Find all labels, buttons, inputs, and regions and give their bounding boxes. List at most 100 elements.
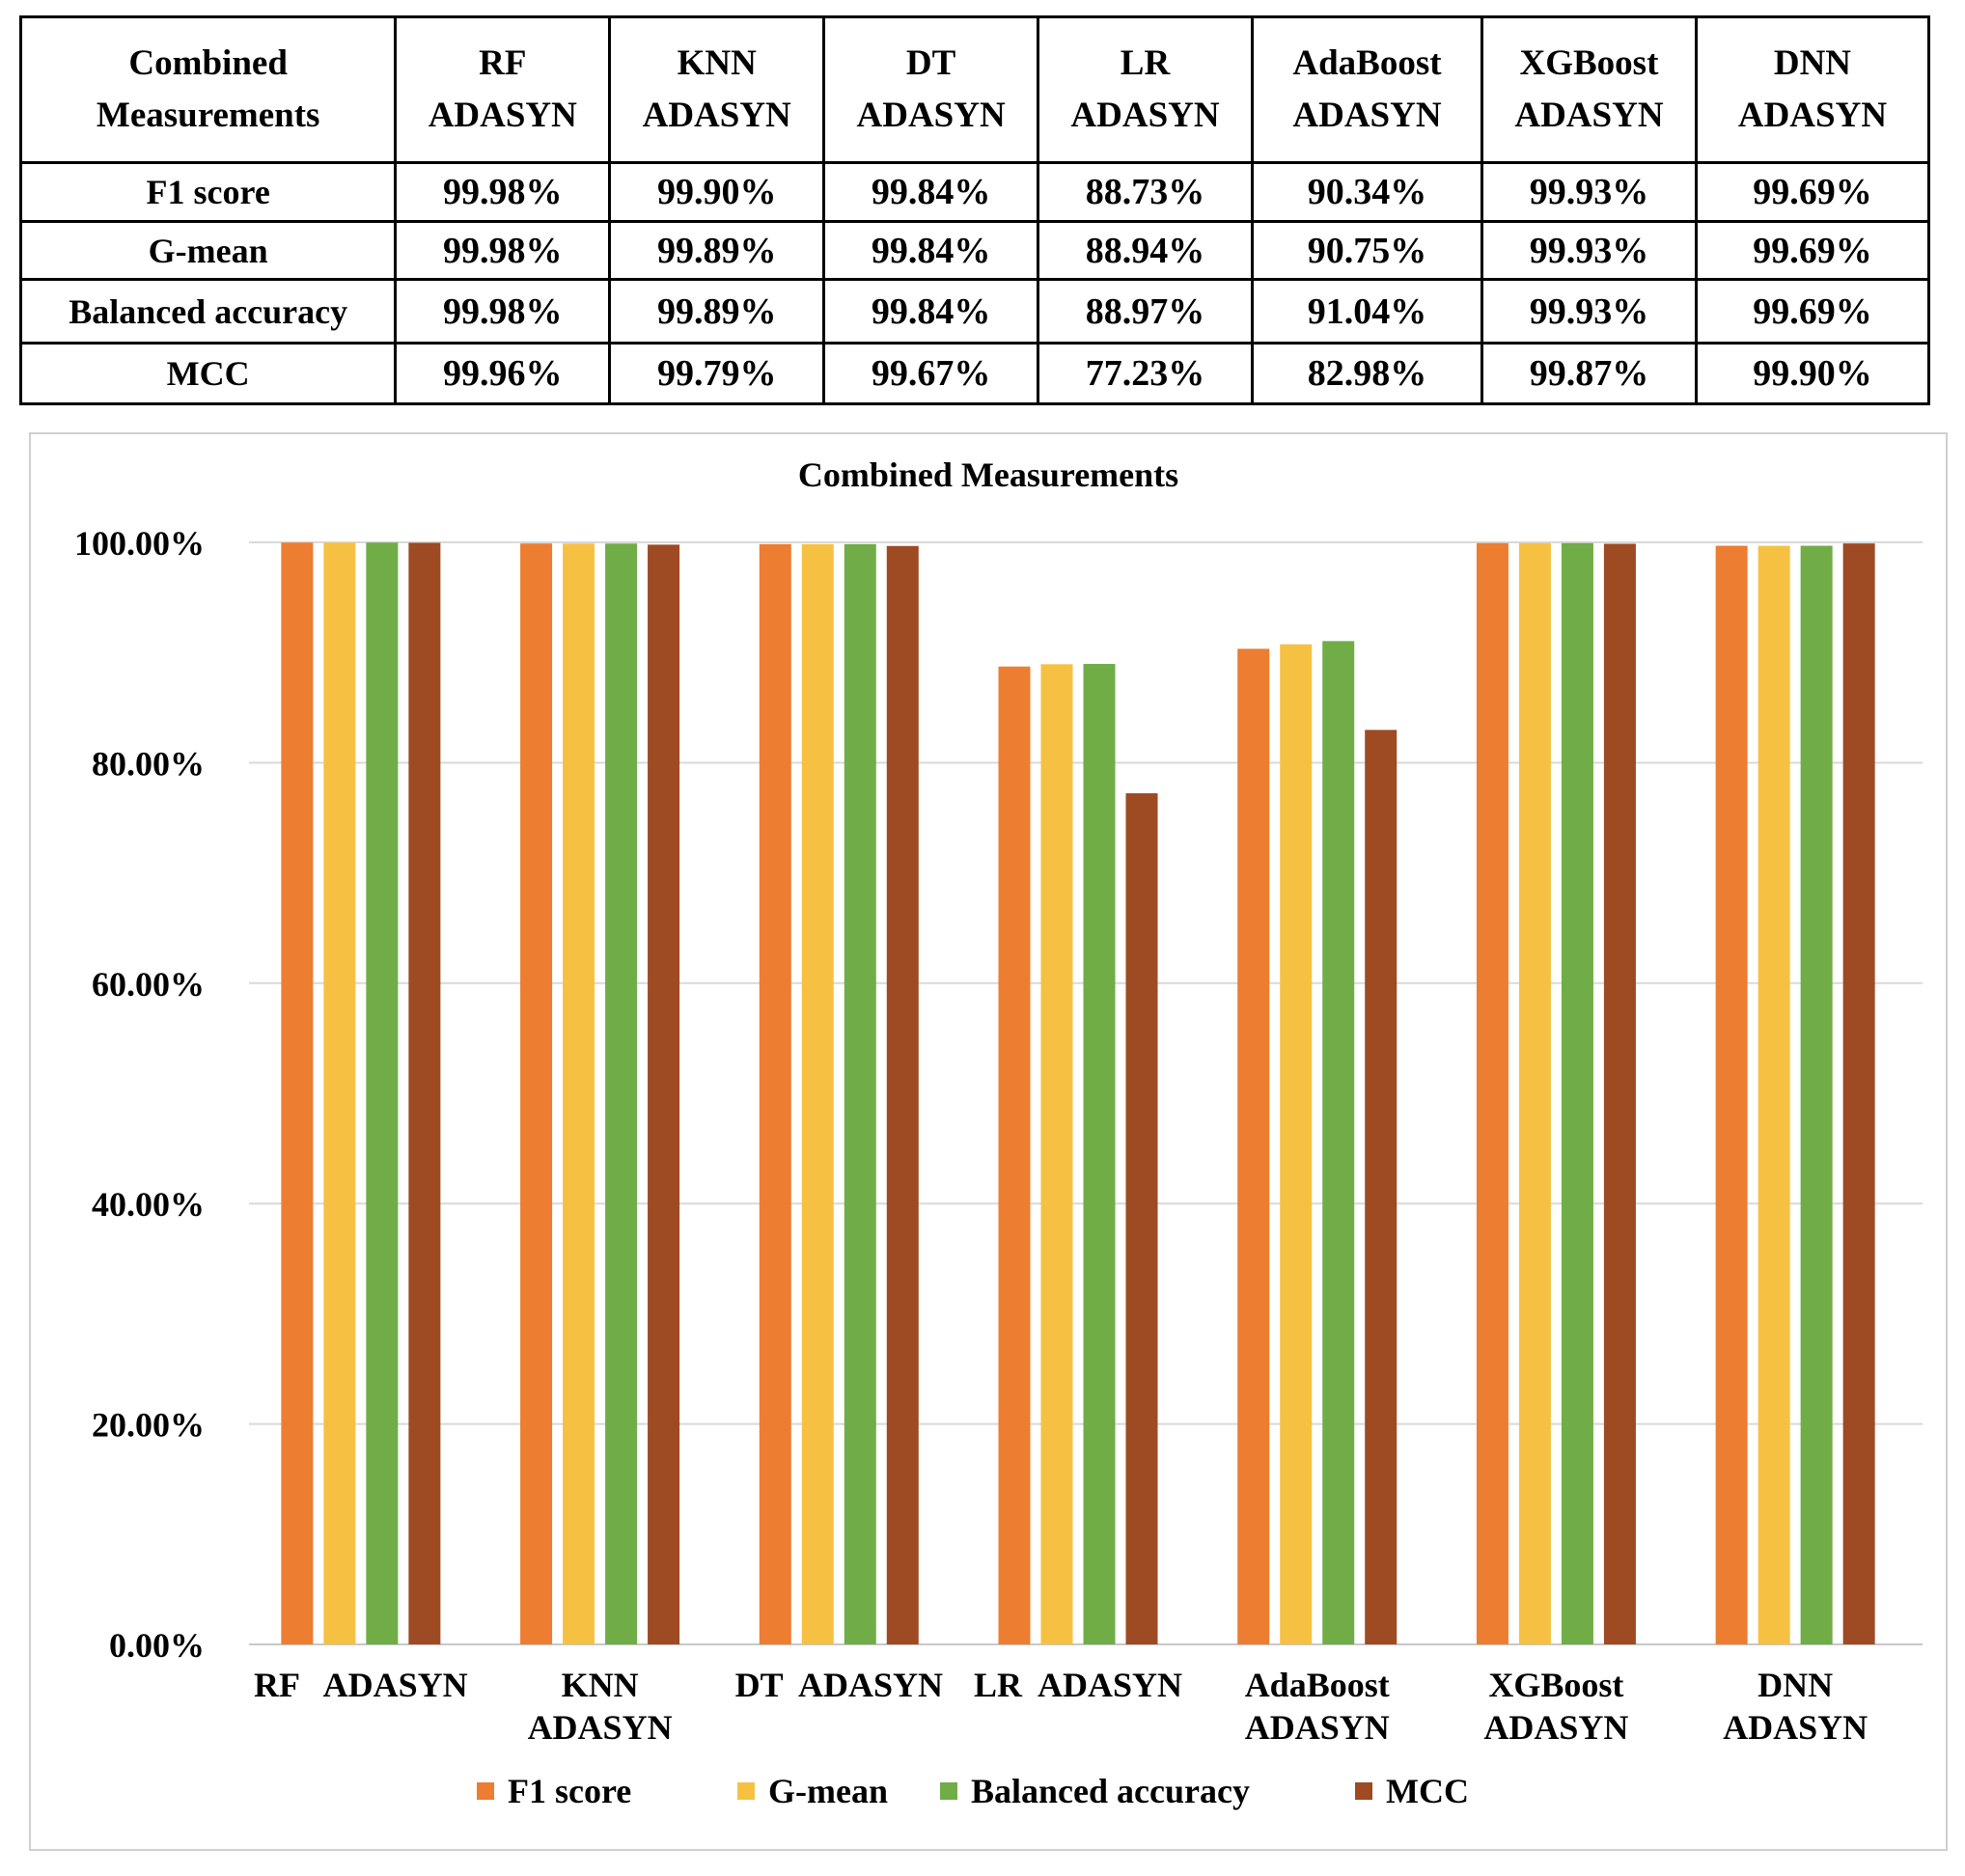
- header-cell-model: KNN ADASYN: [608, 14, 826, 165]
- table-row: F1 score 99.98% 99.90% 99.84% 88.73% 90.34% 99…: [18, 161, 1931, 223]
- bar: [366, 542, 399, 1644]
- table-cell: 99.67%: [822, 342, 1040, 405]
- bar: [1476, 542, 1508, 1645]
- x-tick-label: ADASYN: [1245, 1708, 1390, 1747]
- legend-label: G-mean: [768, 1772, 888, 1810]
- legend-swatch: [940, 1782, 957, 1800]
- y-tick-label: 40.00%: [92, 1185, 205, 1224]
- table-row: G-mean 99.98% 99.89% 99.84% 88.94% 90.75% 99.9…: [18, 219, 1931, 282]
- table-cell: 99.96%: [394, 342, 612, 405]
- x-tick-label: AdaBoost: [1245, 1666, 1390, 1704]
- x-tick-label: DT ADASYN: [735, 1666, 943, 1704]
- table-row: MCC 99.96% 99.79% 99.67% 77.23% 82.98% 99.87% 9…: [18, 342, 1931, 405]
- bar: [563, 543, 595, 1644]
- legend-swatch: [1355, 1782, 1372, 1800]
- bars: [281, 542, 1875, 1645]
- x-tick-label: ADASYN: [1483, 1708, 1628, 1747]
- bar: [886, 545, 919, 1645]
- row-label: G-mean: [18, 219, 398, 282]
- x-tick-label: LR ADASYN: [974, 1666, 1182, 1704]
- table-row: Balanced accuracy 99.98% 99.89% 99.84% 88.97…: [18, 278, 1931, 345]
- bar: [1040, 664, 1073, 1644]
- bar: [759, 543, 791, 1645]
- chart-panel: Combined Measurements 0.00% 20.00% 40.00% 6…: [29, 432, 1948, 1851]
- table-cell: 99.79%: [608, 342, 826, 405]
- chart-title: Combined Measurements: [798, 455, 1178, 494]
- row-label: F1 score: [18, 161, 398, 223]
- bar: [998, 666, 1031, 1644]
- y-tick-label: 0.00%: [109, 1626, 205, 1665]
- bar: [1125, 793, 1158, 1644]
- bar: [1757, 545, 1790, 1644]
- table-cell: 77.23%: [1037, 342, 1254, 405]
- table-cell: 99.89%: [608, 278, 826, 345]
- bar: [1280, 644, 1313, 1644]
- bar: [323, 542, 356, 1644]
- row-label: MCC: [18, 342, 398, 405]
- y-axis: 0.00% 20.00% 40.00% 60.00% 80.00% 100.00%: [74, 524, 205, 1665]
- x-axis: RF ADASYN KNN ADASYN DT ADASYN LR ADASYN AdaB…: [254, 1666, 1868, 1747]
- table-cell: 99.89%: [608, 219, 826, 282]
- legend-swatch: [737, 1782, 755, 1800]
- header-cell-model: XGBoost ADASYN: [1481, 14, 1698, 165]
- table-cell: 99.87%: [1481, 342, 1698, 405]
- bar: [520, 543, 553, 1644]
- header-cell-measurements: Combined Measurements: [18, 14, 398, 165]
- table-cell: 88.97%: [1037, 278, 1254, 345]
- table-cell: 99.69%: [1694, 219, 1931, 282]
- table-cell: 99.84%: [822, 161, 1040, 223]
- row-label: Balanced accuracy: [18, 278, 398, 345]
- bar: [1365, 730, 1398, 1644]
- table-cell: 99.98%: [394, 278, 612, 345]
- legend-label: Balanced accuracy: [971, 1772, 1250, 1810]
- table-cell: 99.84%: [822, 219, 1040, 282]
- table-cell: 99.90%: [608, 161, 826, 223]
- results-table: Combined Measurements RF ADASYN KNN ADASYN D…: [18, 14, 1931, 405]
- table-cell: 99.84%: [822, 278, 1040, 345]
- y-tick-label: 80.00%: [92, 744, 205, 783]
- table-cell: 99.93%: [1481, 161, 1698, 223]
- table-cell: 88.73%: [1037, 161, 1254, 223]
- table-cell: 88.94%: [1037, 219, 1254, 282]
- legend-label: MCC: [1386, 1772, 1469, 1810]
- header-cell-model: DNN ADASYN: [1694, 14, 1931, 165]
- table-cell: 99.98%: [394, 161, 612, 223]
- table-cell: 99.98%: [394, 219, 612, 282]
- x-tick-label: RF ADASYN: [254, 1666, 468, 1704]
- bar: [1083, 663, 1116, 1644]
- header-cell-model: AdaBoost ADASYN: [1250, 14, 1484, 165]
- x-tick-label: KNN: [562, 1666, 639, 1704]
- x-tick-label: DNN: [1757, 1666, 1833, 1704]
- table-cell: 99.93%: [1481, 219, 1698, 282]
- header-cell-model: LR ADASYN: [1037, 14, 1254, 165]
- table-cell: 99.69%: [1694, 278, 1931, 345]
- bar: [1518, 542, 1551, 1645]
- x-tick-label: XGBoost: [1488, 1666, 1623, 1704]
- bar: [281, 542, 314, 1644]
- header-cell-model: DT ADASYN: [822, 14, 1040, 165]
- bar-chart: Combined Measurements 0.00% 20.00% 40.00% 6…: [74, 455, 1923, 1810]
- legend-swatch: [477, 1782, 494, 1800]
- table-cell: 99.90%: [1694, 342, 1931, 405]
- bar: [1237, 648, 1270, 1645]
- bar: [801, 543, 834, 1645]
- bar: [1842, 543, 1875, 1644]
- y-tick-label: 20.00%: [92, 1406, 205, 1445]
- table-cell: 90.34%: [1250, 161, 1484, 223]
- bar: [844, 543, 876, 1645]
- bar: [648, 544, 680, 1644]
- bar: [605, 543, 638, 1644]
- y-tick-label: 100.00%: [74, 524, 205, 563]
- table-cell: 91.04%: [1250, 278, 1484, 345]
- bar: [1561, 542, 1593, 1645]
- table-cell: 90.75%: [1250, 219, 1484, 282]
- legend: F1 score G-mean Balanced accuracy MCC: [477, 1772, 1469, 1810]
- table-cell: 99.93%: [1481, 278, 1698, 345]
- bar: [1800, 545, 1833, 1644]
- x-tick-label: ADASYN: [528, 1708, 673, 1747]
- bar: [1603, 543, 1636, 1644]
- x-tick-label: ADASYN: [1723, 1708, 1868, 1747]
- y-tick-label: 60.00%: [92, 965, 205, 1004]
- bar: [408, 542, 441, 1644]
- bar: [1715, 545, 1748, 1644]
